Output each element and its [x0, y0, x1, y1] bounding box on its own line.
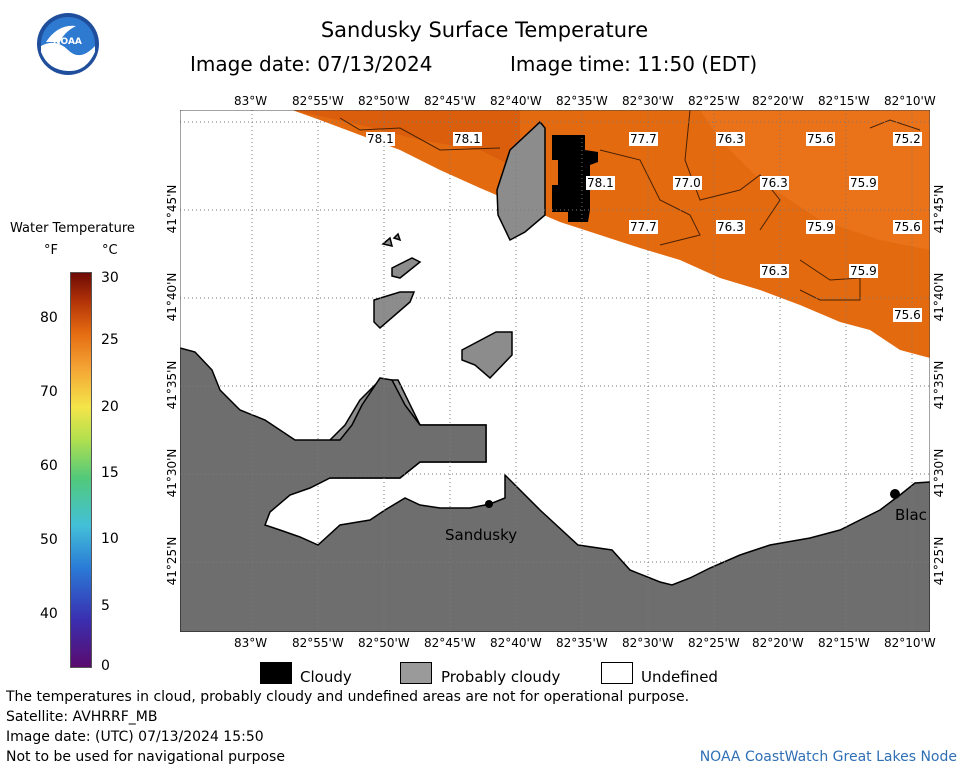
temp-label: 75.9: [806, 220, 835, 234]
temp-label: 76.3: [760, 264, 789, 278]
lon-label-bottom: 83°W: [234, 636, 268, 650]
temp-label: 78.1: [586, 176, 615, 190]
footer-note: The temperatures in cloud, probably clou…: [6, 689, 690, 705]
lat-label-left: 41°25'N: [165, 536, 179, 586]
sandusky-marker: [485, 500, 493, 508]
colorbar-f-tick: 70: [40, 384, 58, 400]
legend-swatch-probably-cloudy: [400, 662, 432, 684]
colorbar-unit-f: °F: [44, 243, 58, 258]
legend-label-cloudy: Cloudy: [300, 668, 352, 686]
temp-label: 78.1: [453, 132, 482, 146]
lat-label-right: 41°40'N: [932, 272, 946, 322]
noaa-logo: NOAA: [36, 12, 100, 76]
lon-label-bottom: 82°40'W: [490, 636, 542, 650]
colorbar-title: Water Temperature: [10, 221, 135, 236]
map-title: Sandusky Surface Temperature: [320, 18, 649, 42]
temp-label: 77.7: [629, 220, 658, 234]
place-label-blac: Blac: [895, 506, 927, 524]
temp-label: 75.6: [893, 308, 922, 322]
lon-label-top: 82°15'W: [818, 94, 870, 108]
colorbar-c-tick: 10: [101, 531, 119, 547]
image-date: Image date: 07/13/2024: [190, 52, 433, 76]
lon-label-bottom: 82°50'W: [358, 636, 410, 650]
colorbar-c-tick: 0: [101, 658, 110, 674]
lon-label-top: 82°10'W: [884, 94, 936, 108]
lon-label-bottom: 82°45'W: [424, 636, 476, 650]
temp-label: 75.6: [893, 220, 922, 234]
lat-label-right: 41°35'N: [932, 360, 946, 410]
lon-label-bottom: 82°35'W: [556, 636, 608, 650]
temp-label: 75.6: [806, 132, 835, 146]
lon-label-top: 82°35'W: [556, 94, 608, 108]
lat-label-left: 41°30'N: [165, 448, 179, 498]
temp-label: 77.7: [629, 132, 658, 146]
lon-label-bottom: 82°55'W: [292, 636, 344, 650]
lon-label-bottom: 82°15'W: [818, 636, 870, 650]
legend-label-undefined: Undefined: [641, 668, 718, 686]
colorbar-unit-c: °C: [102, 243, 118, 258]
lon-label-top: 83°W: [234, 94, 268, 108]
credit-text: NOAA CoastWatch Great Lakes Node: [699, 749, 957, 765]
lat-label-right: 41°25'N: [932, 536, 946, 586]
temp-label: 77.0: [673, 176, 702, 190]
colorbar-f-tick: 60: [40, 458, 58, 474]
legend-label-probably-cloudy: Probably cloudy: [441, 668, 561, 686]
lon-label-top: 82°45'W: [424, 94, 476, 108]
colorbar: [70, 272, 92, 668]
map-panel: [180, 110, 930, 632]
temp-label: 78.1: [366, 132, 395, 146]
colorbar-c-tick: 25: [101, 332, 119, 348]
footer-note: Image date: (UTC) 07/13/2024 15:50: [6, 729, 264, 745]
lon-label-top: 82°20'W: [752, 94, 804, 108]
lat-label-right: 41°45'N: [932, 184, 946, 234]
lon-label-top: 82°50'W: [358, 94, 410, 108]
blac-marker: [890, 489, 900, 499]
colorbar-c-tick: 20: [101, 399, 119, 415]
colorbar-c-tick: 15: [101, 465, 119, 481]
temp-label: 76.3: [716, 132, 745, 146]
lat-label-right: 41°30'N: [932, 448, 946, 498]
land-region: [180, 347, 930, 632]
lon-label-bottom: 82°10'W: [884, 636, 936, 650]
place-label-sandusky: Sandusky: [445, 526, 518, 544]
lat-label-left: 41°40'N: [165, 272, 179, 322]
lon-label-bottom: 82°20'W: [752, 636, 804, 650]
footer-note: Not to be used for navigational purpose: [6, 749, 285, 765]
cloudy-region: [552, 135, 598, 222]
lon-label-top: 82°55'W: [292, 94, 344, 108]
lon-label-top: 82°40'W: [490, 94, 542, 108]
colorbar-f-tick: 50: [40, 532, 58, 548]
lon-label-bottom: 82°25'W: [688, 636, 740, 650]
temp-label: 76.3: [716, 220, 745, 234]
temp-label: 76.3: [760, 176, 789, 190]
lon-label-top: 82°30'W: [622, 94, 674, 108]
lon-label-bottom: 82°30'W: [622, 636, 674, 650]
lat-label-left: 41°35'N: [165, 360, 179, 410]
colorbar-f-tick: 80: [40, 310, 58, 326]
temp-label: 75.9: [849, 264, 878, 278]
image-time: Image time: 11:50 (EDT): [510, 52, 758, 76]
lon-label-top: 82°25'W: [688, 94, 740, 108]
colorbar-f-tick: 40: [40, 606, 58, 622]
lat-label-left: 41°45'N: [165, 184, 179, 234]
colorbar-c-tick: 30: [101, 270, 119, 286]
legend-swatch-undefined: [601, 662, 633, 684]
temp-label: 75.2: [893, 132, 922, 146]
legend-swatch-cloudy: [260, 662, 292, 684]
footer-note: Satellite: AVHRRF_MB: [6, 709, 158, 725]
colorbar-c-tick: 5: [101, 598, 110, 614]
temp-label: 75.9: [849, 176, 878, 190]
noaa-logo-text: NOAA: [53, 37, 82, 47]
